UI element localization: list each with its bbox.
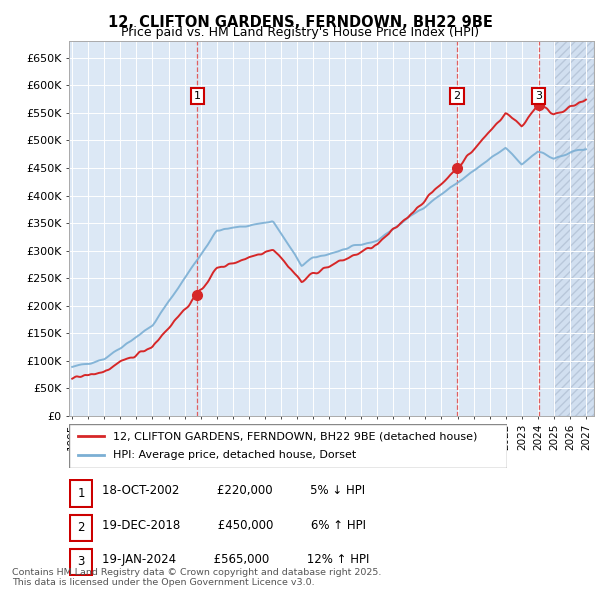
Bar	[554, 41, 594, 416]
Text: 18-OCT-2002          £220,000          5% ↓ HPI: 18-OCT-2002 £220,000 5% ↓ HPI	[102, 484, 365, 497]
FancyBboxPatch shape	[70, 549, 92, 575]
Text: 2: 2	[454, 91, 460, 101]
FancyBboxPatch shape	[69, 424, 507, 468]
Text: Contains HM Land Registry data © Crown copyright and database right 2025.
This d: Contains HM Land Registry data © Crown c…	[12, 568, 382, 587]
Text: 2: 2	[77, 521, 85, 534]
Text: 19-DEC-2018          £450,000          6% ↑ HPI: 19-DEC-2018 £450,000 6% ↑ HPI	[102, 519, 366, 532]
Text: 12, CLIFTON GARDENS, FERNDOWN, BH22 9BE (detached house): 12, CLIFTON GARDENS, FERNDOWN, BH22 9BE …	[113, 431, 477, 441]
Bar	[554, 41, 594, 416]
FancyBboxPatch shape	[70, 480, 92, 507]
Text: Price paid vs. HM Land Registry's House Price Index (HPI): Price paid vs. HM Land Registry's House …	[121, 26, 479, 39]
Text: 19-JAN-2024          £565,000          12% ↑ HPI: 19-JAN-2024 £565,000 12% ↑ HPI	[102, 553, 370, 566]
FancyBboxPatch shape	[70, 514, 92, 541]
Text: 3: 3	[535, 91, 542, 101]
Text: 3: 3	[77, 555, 85, 568]
Text: 1: 1	[194, 91, 201, 101]
Text: 12, CLIFTON GARDENS, FERNDOWN, BH22 9BE: 12, CLIFTON GARDENS, FERNDOWN, BH22 9BE	[107, 15, 493, 30]
Text: 1: 1	[77, 487, 85, 500]
Text: HPI: Average price, detached house, Dorset: HPI: Average price, detached house, Dors…	[113, 451, 356, 460]
